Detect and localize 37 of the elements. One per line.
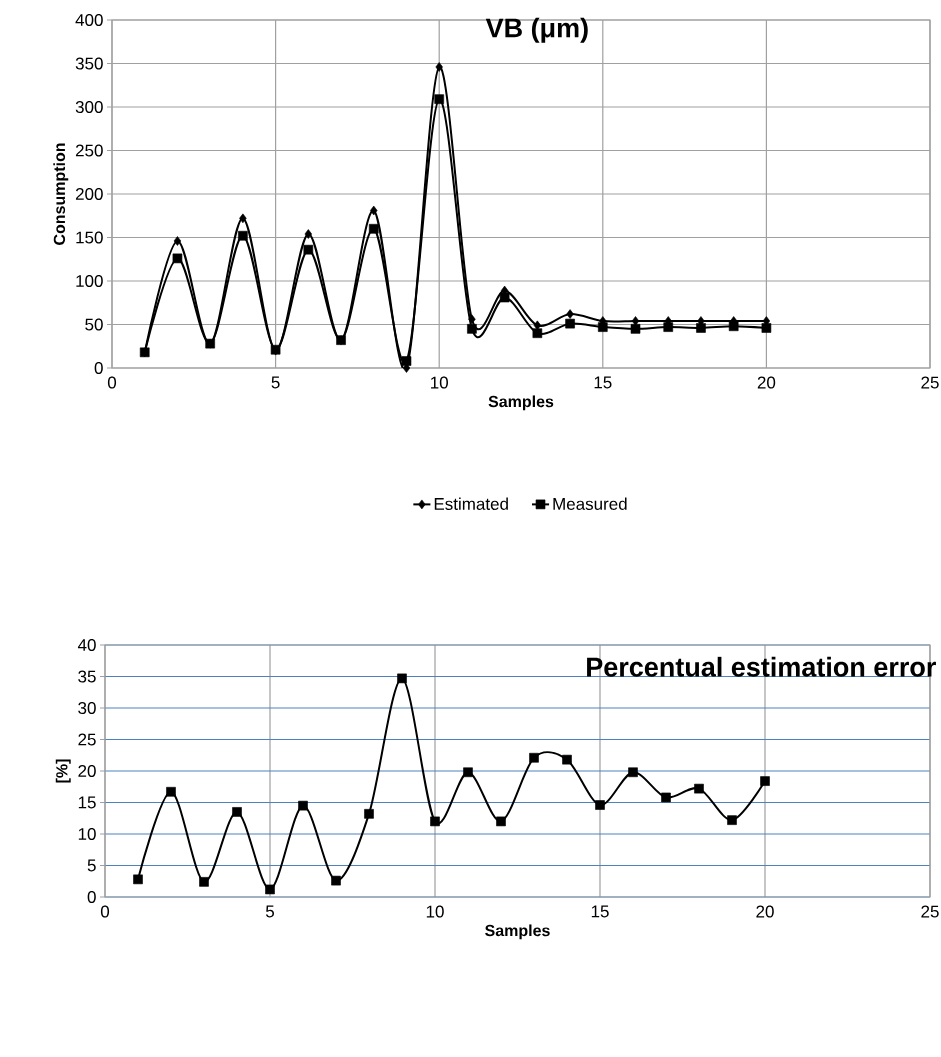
- x-tick-label: 25: [921, 905, 939, 918]
- x-tick-label: 5: [265, 905, 275, 918]
- y-tick-label: 250: [75, 144, 103, 157]
- y-tick-label: 350: [75, 57, 103, 70]
- y-axis-title: [%]: [55, 759, 71, 783]
- chart-title: Percentual estimation error: [587, 656, 936, 677]
- x-tick-label: 5: [271, 376, 280, 389]
- x-tick-label: 0: [107, 376, 117, 389]
- y-tick-label: 25: [78, 733, 96, 746]
- x-tick-label: 20: [757, 376, 776, 389]
- y-tick-label: 400: [75, 13, 103, 27]
- y-tick-label: 20: [78, 764, 96, 778]
- x-tick-label: 25: [921, 376, 939, 389]
- y-tick-label: 200: [75, 187, 103, 201]
- y-tick-label: 150: [76, 231, 103, 244]
- y-tick-label: 300: [75, 100, 103, 114]
- y-tick-label: 35: [78, 670, 96, 683]
- y-tick-label: 30: [78, 701, 96, 715]
- y-tick-label: 15: [78, 796, 96, 809]
- x-tick-label: 10: [431, 376, 448, 389]
- x-axis-title: Samples: [485, 924, 550, 940]
- x-tick-label: 20: [756, 905, 774, 918]
- x-axis-title: Samples: [488, 395, 554, 411]
- y-tick-label: 40: [77, 638, 96, 652]
- legend-label: Measured: [553, 497, 627, 510]
- y-tick-label: 100: [76, 274, 103, 288]
- legend-label: Estimated: [434, 497, 508, 510]
- y-tick-label: 10: [78, 827, 96, 841]
- x-tick-label: 10: [426, 905, 444, 918]
- y-tick-label: 0: [94, 361, 103, 375]
- y-tick-label: 50: [85, 318, 103, 331]
- y-tick-label: 0: [87, 890, 96, 904]
- x-tick-label: 15: [591, 905, 609, 918]
- y-tick-label: 5: [87, 859, 96, 872]
- y-axis-title: Consumption: [53, 143, 69, 245]
- x-tick-label: 15: [594, 376, 612, 389]
- chart-title: VB (μm): [485, 17, 588, 43]
